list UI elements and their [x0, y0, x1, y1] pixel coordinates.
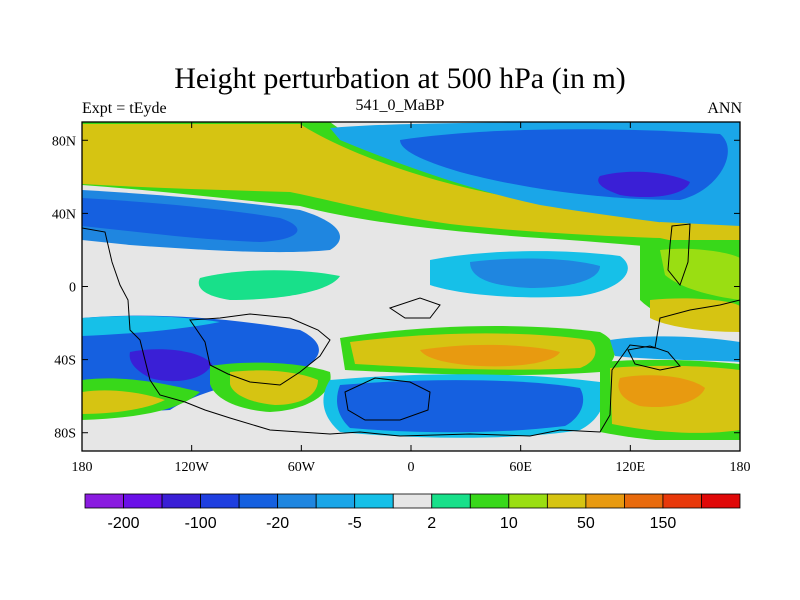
- contour-southern-ocean-blue: [337, 380, 584, 433]
- contour-sh-atlantic-orange: [420, 344, 560, 367]
- coastlines: [82, 223, 740, 437]
- y-tick-label: 40S: [54, 354, 76, 369]
- x-tick-label: 180: [72, 460, 93, 475]
- colorbar-swatch: [84, 493, 124, 509]
- colorbar-swatch: [662, 493, 702, 509]
- y-axis: 80N 40N 0 40S 80S: [52, 134, 740, 442]
- time-label: 541_0_MaBP: [355, 97, 445, 114]
- contour-w-pacific-lime: [660, 248, 740, 300]
- colorbar-swatch: [546, 493, 587, 509]
- season-label: ANN: [707, 100, 742, 117]
- contour-pacific-eq: [198, 270, 340, 300]
- colorbar-swatch: [277, 493, 317, 509]
- contour-sh-east-cyan: [610, 336, 740, 362]
- colorbar-label: -200: [108, 515, 140, 532]
- contour-sh-deep-west: [129, 349, 212, 382]
- x-tick-label: 60W: [288, 460, 316, 475]
- colorbar-label: 2: [427, 515, 436, 532]
- colorbar-swatch: [200, 493, 240, 509]
- colorbar-swatch: [392, 493, 433, 509]
- x-tick-label: 120W: [175, 460, 210, 475]
- x-tick-label: 0: [408, 460, 415, 475]
- colorbar-swatch: [238, 493, 279, 509]
- contour-nh-yellow: [82, 124, 660, 238]
- contour-sh-yellow-west: [82, 390, 165, 414]
- contour-field: [82, 122, 740, 451]
- colorbar-label: 10: [500, 515, 518, 532]
- colorbar-swatch: [123, 493, 163, 509]
- y-tick-label: 80N: [52, 134, 76, 149]
- chart-title: Height perturbation at 500 hPa (in m): [174, 62, 626, 95]
- experiment-label: Expt = tEyde: [82, 100, 167, 117]
- colorbar-swatch: [585, 493, 625, 509]
- colorbar-label: -20: [266, 515, 289, 532]
- x-tick-label: 120E: [616, 460, 646, 475]
- colorbar-swatch: [508, 493, 548, 509]
- colorbar-swatch: [354, 493, 394, 509]
- colorbar: -200 -100 -20 -5 2 10 50 150: [84, 493, 741, 532]
- contour-nh-blue-east: [470, 258, 600, 288]
- y-tick-label: 40N: [52, 207, 76, 222]
- colorbar-swatch: [161, 493, 201, 509]
- x-tick-label: 60E: [509, 460, 532, 475]
- contour-sh-cyan-west: [82, 315, 220, 336]
- contour-eurasia-deep: [598, 171, 690, 198]
- contour-sh-mid-yellow: [230, 370, 318, 405]
- colorbar-label: -100: [185, 515, 217, 532]
- colorbar-swatch: [624, 493, 664, 509]
- colorbar-label: -5: [348, 515, 362, 532]
- x-tick-label: 180: [730, 460, 751, 475]
- x-axis: 180 120W 60W 0 60E 120E 180: [72, 122, 751, 475]
- colorbar-swatch: [469, 493, 510, 509]
- y-tick-label: 80S: [54, 427, 76, 442]
- contour-eq-east-yellow: [650, 298, 740, 332]
- colorbar-swatch: [315, 493, 356, 509]
- colorbar-label: 50: [577, 515, 595, 532]
- y-tick-label: 0: [69, 281, 76, 296]
- contour-sh-east-orange: [618, 375, 705, 408]
- colorbar-label: 150: [650, 515, 677, 532]
- colorbar-swatch: [701, 493, 741, 509]
- colorbar-swatch: [431, 493, 471, 509]
- contour-nh-mid-blue: [82, 198, 298, 242]
